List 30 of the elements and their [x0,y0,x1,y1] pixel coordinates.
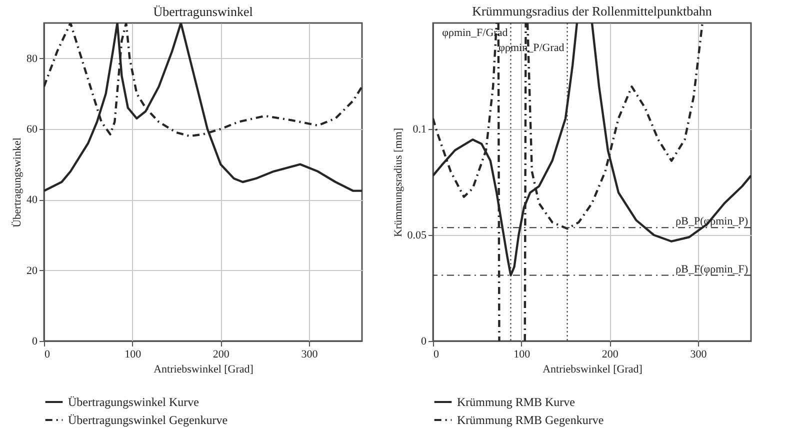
y-tick-label: 0.05 [407,230,427,242]
x-tick-label: 300 [690,348,708,360]
legend-label: Krümmung RMB Gegenkurve [457,413,604,427]
x-axis-title: Antriebswinkel [Grad] [542,364,642,376]
x-tick-label: 100 [124,348,142,360]
chart-title: Krümmungsradius der Rollenmittelpunktbahn [472,4,712,18]
x-tick-label: 300 [301,348,318,360]
x-tick-label: 200 [212,348,230,360]
line-series [44,23,362,192]
x-tick-label: 0 [434,348,440,360]
y-tick-label: 0.1 [412,124,426,136]
ref-line-label: ρB_F(φρmin_F) [676,263,748,276]
x-axis-title: Antriebswinkel [Grad] [154,364,254,376]
y-tick-label: 40 [26,194,38,206]
y-axis-title: Übertragungswinkel [12,138,24,228]
legend-label: Übertragungswinkel Kurve [68,395,199,409]
y-tick-label: 60 [26,124,38,136]
y-tick-label: 0 [421,336,427,348]
y-axis-title: Krümmungsradius [mm] [392,128,404,238]
y-tick-label: 80 [26,52,38,65]
x-tick-label: 200 [602,348,619,360]
y-tick-label: 0 [32,336,38,348]
ref-line-label: φρmin_P/Grad [498,42,565,54]
ref-line-label: φρmin_F/Grad [442,27,508,39]
legend-label: Krümmung RMB Kurve [457,395,575,409]
x-tick-label: 100 [514,348,531,360]
x-tick-label: 0 [44,348,50,360]
y-tick-label: 20 [26,264,38,277]
legend-label: Übertragungswinkel Gegenkurve [68,413,228,427]
chart-title: Übertragunswinkel [153,4,254,19]
